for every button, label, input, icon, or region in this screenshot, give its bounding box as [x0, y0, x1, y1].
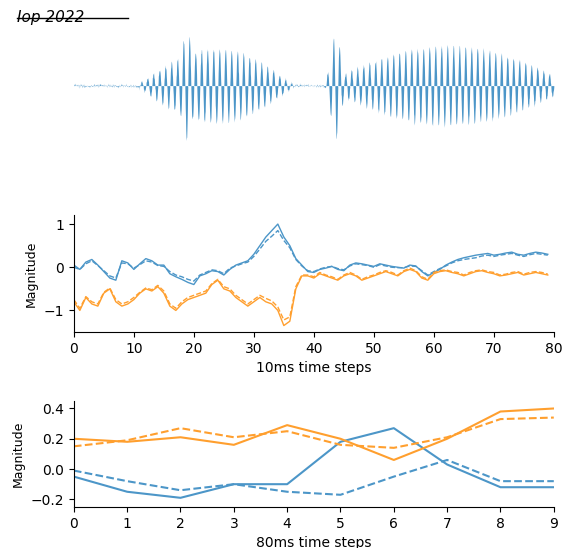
Y-axis label: Magnitude: Magnitude — [12, 421, 25, 487]
X-axis label: 10ms time steps: 10ms time steps — [256, 361, 371, 375]
Text: Iop 2022: Iop 2022 — [17, 10, 85, 25]
Y-axis label: Magnitude: Magnitude — [25, 241, 38, 307]
X-axis label: 80ms time steps: 80ms time steps — [256, 536, 371, 548]
